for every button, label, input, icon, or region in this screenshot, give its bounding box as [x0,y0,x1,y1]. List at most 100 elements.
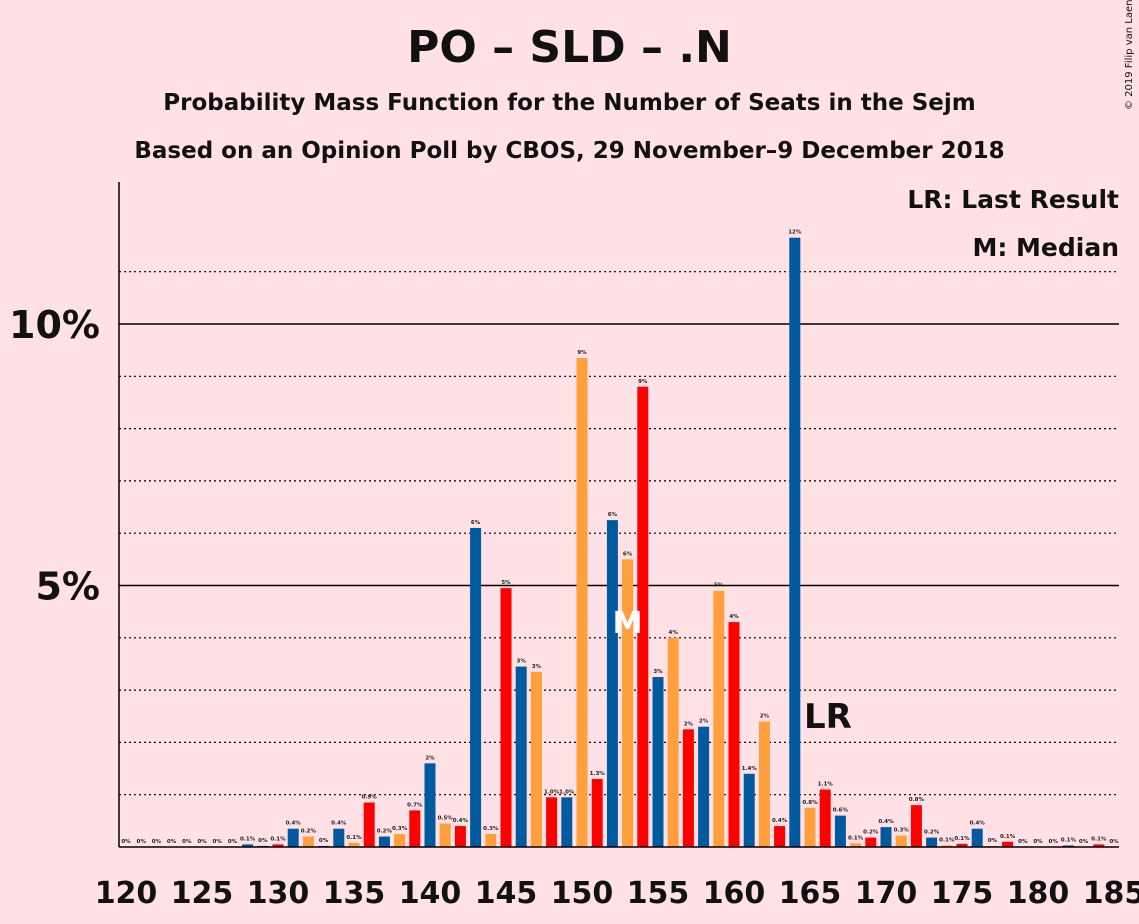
bar-seat-164 [789,237,801,847]
bar-seat-168 [850,843,862,847]
bar-value-label: 4% [669,630,679,636]
bar-seat-153 [622,559,634,847]
bar-value-label: 0.1% [1091,836,1107,842]
bar-value-label: 3% [517,659,527,665]
bar-seat-131 [287,828,299,847]
bar-value-label: 0% [1018,839,1028,845]
bar-seat-172 [910,805,922,847]
bar-seat-174 [941,845,953,847]
bar-value-label: 4% [729,614,739,620]
bar-value-label: 0% [319,838,329,844]
bar-value-label: 0.9% [362,795,378,801]
bar-value-label: 2% [425,755,435,761]
bar-value-label: 0.2% [377,829,393,835]
bar-seat-176 [971,828,983,847]
bar-seat-160 [728,622,740,847]
bar-value-label: 6% [623,551,633,557]
bar-value-label: 0.4% [331,821,347,827]
bar-seat-137 [378,836,390,847]
bar-value-label: 0% [228,839,238,845]
bar-value-label: 0.4% [970,821,986,827]
bar-seat-163 [774,826,786,847]
bar-seat-169 [865,837,877,847]
x-tick-label: 160 [703,876,766,911]
bar-value-label: 0.1% [848,835,864,841]
bar-seat-184 [1093,844,1105,847]
x-tick-label: 125 [171,876,234,911]
bar-value-label: 0.4% [878,819,894,825]
bar-value-label: 5% [714,583,724,589]
bar-value-label: 2% [699,719,709,725]
bar-value-label: 0% [1079,839,1089,845]
bar-value-label: 0% [121,839,131,845]
x-tick-label: 140 [399,876,462,911]
x-tick-label: 150 [551,876,614,911]
legend-median: M: Median [972,233,1119,262]
bar-value-label: 0.6% [833,808,849,814]
bar-seat-139 [409,810,421,847]
bar-seat-171 [895,835,907,847]
bar-seat-166 [819,789,831,847]
bar-labels: 0% 0% 0% 0% 0% 0% 0% 0% 0.1% 0% 0.1%0.4%0.2%0%0.4%… [121,230,1119,845]
bar-seat-128 [242,844,254,847]
bar-seat-167 [834,815,846,847]
bar-value-label: 3% [653,669,663,675]
bar-seat-144 [485,833,497,847]
x-tick-label: 130 [247,876,310,911]
bar-value-label: 2% [760,713,770,719]
bar-seat-143 [470,527,482,847]
bar-seat-165 [804,807,816,847]
bar-value-label: 1.3% [590,771,606,777]
bar-seat-175 [956,843,968,847]
bar-value-label: 0% [167,839,177,845]
bar-value-label: 0.1% [939,837,955,843]
bar-value-label: 0% [213,839,223,845]
bar-seat-154 [637,386,649,847]
bar-value-label: 0.4% [772,818,788,824]
x-tick-label: 170 [855,876,918,911]
bar-value-label: 1.1% [818,781,834,787]
last-result-marker: LR [804,697,852,737]
x-tick-label: 120 [95,876,158,911]
bar-value-label: 0.4% [286,821,302,827]
bar-value-label: 6% [608,512,618,518]
bar-seat-157 [682,729,694,847]
bar-value-label: 9% [638,379,648,385]
bar-value-label: 5% [501,580,511,586]
bar-seat-182 [1062,845,1074,847]
bar-value-label: 3% [532,664,542,670]
median-marker: M [613,606,643,641]
bar-value-label: 0.5% [438,815,454,821]
bar-value-label: 0.3% [392,826,408,832]
bar-seat-148 [546,797,558,847]
bar-seat-158 [698,726,710,847]
bar-seat-147 [530,671,542,847]
bar-value-label: 0.1% [954,836,970,842]
bar-seat-170 [880,827,892,847]
x-tick-label: 155 [627,876,690,911]
bar-seat-178 [1002,841,1014,847]
x-tick-label: 165 [779,876,842,911]
x-tick-label: 175 [931,876,994,911]
chart-title: PO – SLD – .N [407,22,732,73]
bars [242,237,1105,847]
bar-seat-136 [363,802,375,847]
bar-value-label: 0.8% [802,800,818,806]
chart-source-subtitle: Based on an Opinion Poll by CBOS, 29 Nov… [134,138,1005,164]
bar-seat-155 [652,677,664,847]
chart-subtitle: Probability Mass Function for the Number… [163,90,976,116]
bar-value-label: 0.8% [909,797,925,803]
bar-value-label: 0% [1033,839,1043,845]
bar-seat-135 [348,842,360,847]
bar-value-label: 0.1% [346,835,362,841]
bar-value-label: 6% [471,520,481,526]
bar-seat-140 [424,763,436,847]
bar-seat-132 [302,836,314,847]
x-tick-label: 145 [475,876,538,911]
bar-value-label: 0.1% [1000,834,1016,840]
bar-value-label: 0.2% [301,829,317,835]
bar-value-label: 0.7% [407,802,423,808]
x-tick-label: 185 [1083,876,1139,911]
bar-value-label: 0.3% [894,827,910,833]
